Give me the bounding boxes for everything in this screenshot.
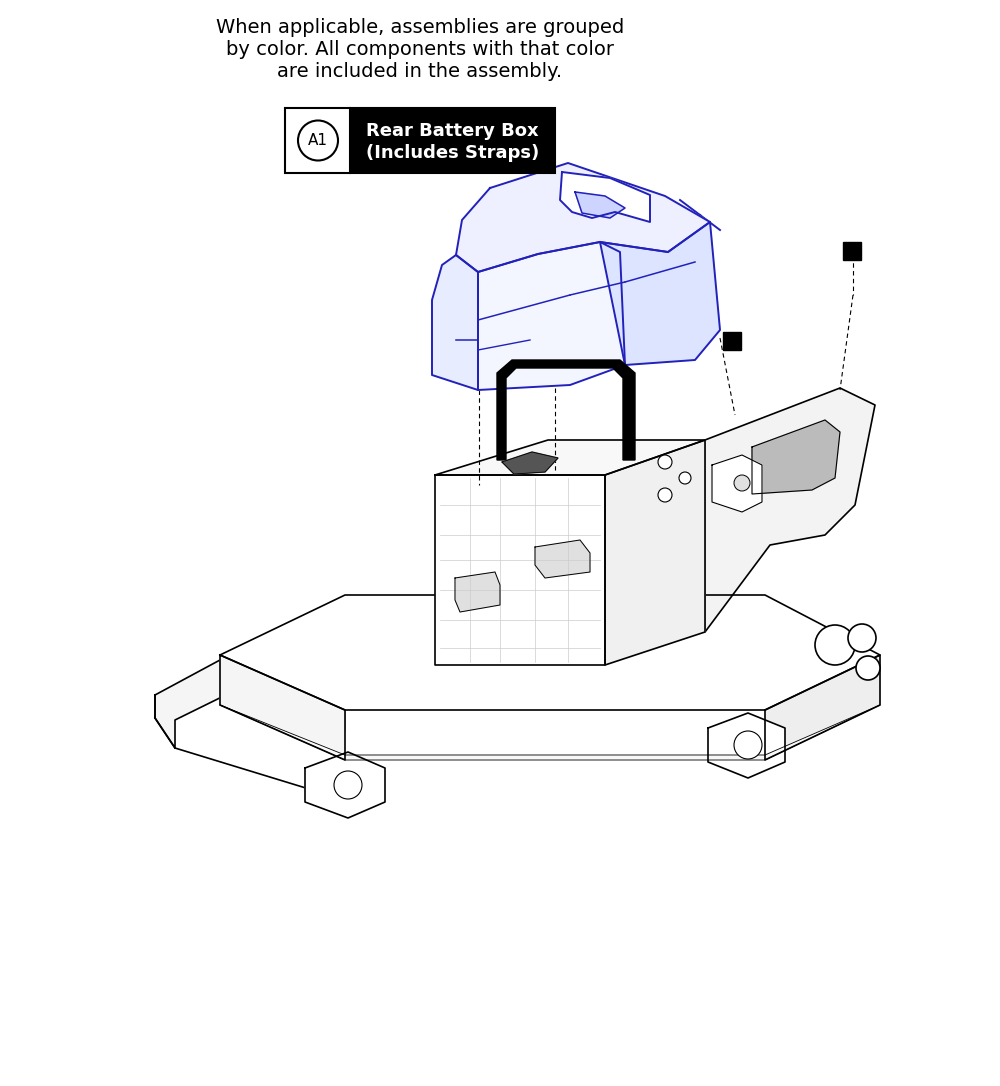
Polygon shape xyxy=(455,572,500,613)
Circle shape xyxy=(679,472,691,484)
Polygon shape xyxy=(220,655,345,760)
Circle shape xyxy=(848,624,876,652)
Polygon shape xyxy=(220,595,880,710)
Bar xyxy=(723,332,741,350)
Polygon shape xyxy=(456,163,710,272)
Bar xyxy=(350,108,555,173)
Text: When applicable, assemblies are grouped: When applicable, assemblies are grouped xyxy=(216,18,624,37)
Polygon shape xyxy=(432,255,478,390)
Polygon shape xyxy=(575,192,625,218)
Polygon shape xyxy=(497,359,635,460)
Polygon shape xyxy=(752,420,840,494)
Text: Rear Battery Box: Rear Battery Box xyxy=(366,122,539,139)
Circle shape xyxy=(734,475,750,491)
Circle shape xyxy=(334,771,362,799)
Polygon shape xyxy=(605,440,705,665)
Polygon shape xyxy=(435,475,605,665)
Circle shape xyxy=(658,455,672,469)
Circle shape xyxy=(658,488,672,502)
Circle shape xyxy=(298,121,338,161)
Polygon shape xyxy=(712,455,762,512)
Polygon shape xyxy=(220,705,880,760)
Polygon shape xyxy=(478,242,625,390)
Polygon shape xyxy=(600,222,720,365)
Bar xyxy=(285,108,555,173)
Circle shape xyxy=(856,656,880,680)
Polygon shape xyxy=(765,655,880,760)
Text: A1: A1 xyxy=(308,132,328,148)
Bar xyxy=(843,242,861,260)
Polygon shape xyxy=(435,440,705,475)
Circle shape xyxy=(734,731,762,759)
Polygon shape xyxy=(560,172,650,222)
Text: are included in the assembly.: are included in the assembly. xyxy=(277,62,563,81)
Circle shape xyxy=(815,626,855,665)
Polygon shape xyxy=(305,752,385,818)
Text: by color. All components with that color: by color. All components with that color xyxy=(226,40,614,59)
Polygon shape xyxy=(155,660,345,748)
Polygon shape xyxy=(708,714,785,778)
Polygon shape xyxy=(502,452,558,473)
Polygon shape xyxy=(705,388,875,632)
Text: (Includes Straps): (Includes Straps) xyxy=(366,143,539,162)
Polygon shape xyxy=(535,540,590,578)
